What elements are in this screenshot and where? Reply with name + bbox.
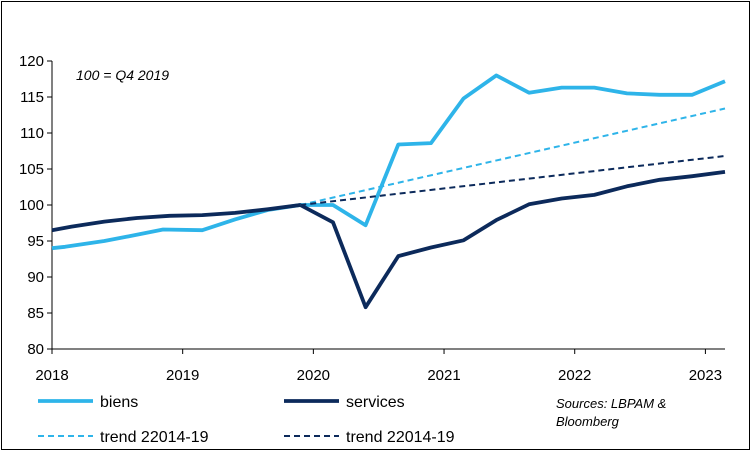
y-tick-label: 120 (19, 53, 44, 70)
y-axis: 80 85 90 95 100 105 110 115 120 (19, 53, 53, 358)
x-tick-label: 2023 (689, 367, 722, 384)
source-line-2: Bloomberg (556, 414, 620, 429)
y-tick-label: 90 (27, 269, 44, 286)
x-tick-label: 2022 (558, 367, 591, 384)
y-tick-label: 100 (19, 197, 44, 214)
legend-item-trend-services-label: trend 22014-19 (346, 429, 455, 446)
x-tick-label: 2018 (35, 367, 68, 384)
y-tick-label: 95 (27, 233, 44, 250)
x-tick-label: 2019 (166, 367, 199, 384)
legend: biens services trend 22014-19 trend 22014-1… (38, 394, 455, 446)
annotation-base-period: 100 = Q4 2019 (76, 67, 169, 83)
series-line-services (51, 170, 726, 310)
y-tick-label: 80 (27, 341, 44, 358)
series-line-biens (51, 73, 726, 251)
legend-item-services-label: services (346, 394, 405, 411)
x-axis: 2018 2019 2020 2021 2022 2023 (35, 348, 725, 384)
x-tick-label: 2020 (297, 367, 330, 384)
series-line-trend-biens (300, 107, 726, 206)
source-line-1: Sources: LBPAM & (556, 396, 666, 411)
legend-item-trend-biens-label: trend 22014-19 (100, 429, 209, 446)
y-tick-label: 115 (20, 89, 44, 106)
y-tick-label: 85 (27, 305, 44, 322)
legend-item-biens-label: biens (100, 394, 138, 411)
y-tick-label: 110 (20, 125, 44, 142)
x-tick-label: 2021 (427, 367, 460, 384)
series-line-trend-services (300, 155, 726, 206)
y-tick-label: 105 (19, 161, 44, 178)
plot-lines (51, 73, 726, 310)
